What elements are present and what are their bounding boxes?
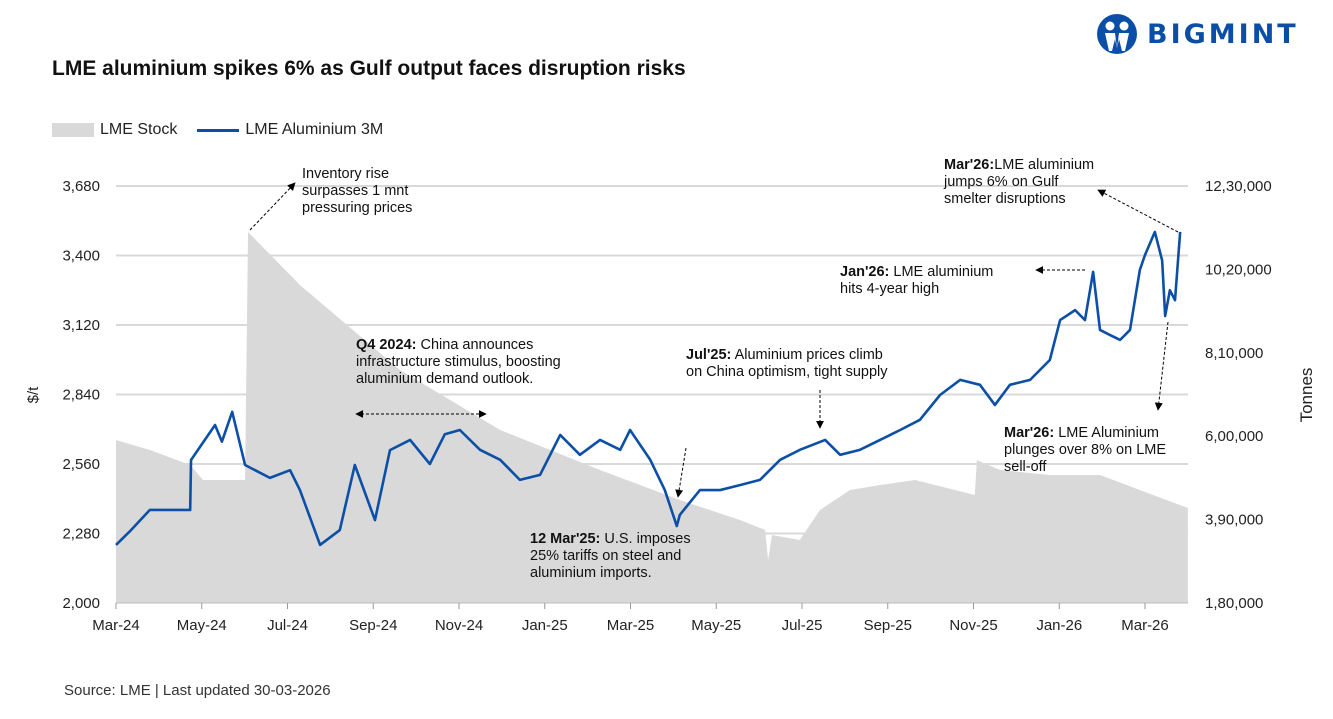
- annotation-line: pressuring prices: [302, 200, 413, 216]
- x-tick-label: Jul-24: [267, 617, 308, 634]
- x-tick-label: Nov-24: [435, 617, 483, 634]
- annotation-bold: Mar'26:: [1004, 425, 1055, 441]
- annotation-line: U.S. imposes: [600, 531, 691, 547]
- source-note: Source: LME | Last updated 30-03-2026: [64, 682, 331, 699]
- x-tick-label: May-24: [177, 617, 227, 634]
- legend-swatch-price: [197, 128, 240, 132]
- arrow-mar26-down: [1154, 321, 1169, 411]
- y-tick-label-left: 2,840: [62, 387, 100, 404]
- stock-area: [116, 231, 1188, 603]
- y-tick-label-left: 2,000: [62, 595, 100, 612]
- annotation-jan26: Jan'26: LME aluminium hits 4-year high: [840, 264, 993, 298]
- annotation-line: Aluminium prices climb: [731, 347, 883, 363]
- x-tick-label: May-25: [691, 617, 741, 634]
- arrow-inventory: [249, 182, 296, 231]
- annotation-line: sell-off: [1004, 459, 1047, 475]
- y-tick-label-right: 12,30,000: [1205, 178, 1272, 195]
- y-tick-label-right: 3,90,000: [1205, 512, 1263, 529]
- y-tick-label-right: 1,80,000: [1205, 595, 1263, 612]
- annotation-line: plunges over 8% on LME: [1004, 442, 1167, 458]
- annotation-inventory: Inventory rise surpasses 1 mnt pressurin…: [302, 166, 412, 217]
- annotation-bold: 12 Mar'25:: [530, 531, 601, 547]
- annotation-mar25: 12 Mar'25: U.S. imposes 25% tariffs on s…: [530, 531, 691, 582]
- x-tick-label: Jan-26: [1036, 617, 1082, 634]
- y-tick-label-left: 3,400: [62, 248, 100, 265]
- annotation-bold: Jan'26:: [840, 264, 890, 280]
- annotation-line: jumps 6% on Gulf: [944, 174, 1059, 190]
- annotation-line: infrastructure stimulus, boosting: [356, 354, 561, 370]
- annotation-line: aluminium imports.: [530, 565, 652, 581]
- annotation-line: China announces: [416, 337, 534, 353]
- annotation-line: Inventory rise: [302, 166, 390, 182]
- annotation-bold: Q4 2024:: [356, 337, 417, 353]
- annotation-line: LME aluminium: [994, 157, 1095, 173]
- legend-label-price: LME Aluminium 3M: [245, 121, 384, 138]
- bigmint-logo: BIGMINT: [1095, 12, 1299, 56]
- chart-title: LME aluminium spikes 6% as Gulf output f…: [52, 57, 686, 80]
- y-tick-label-left: 2,560: [62, 456, 100, 473]
- legend-swatch-stock: [52, 123, 94, 137]
- annotation-line: LME Aluminium: [1054, 425, 1159, 441]
- annotation-mar26-down: Mar'26: LME Aluminium plunges over 8% on…: [1004, 425, 1166, 476]
- annotation-line: LME aluminium: [889, 264, 994, 280]
- annotation-line: on China optimism, tight supply: [686, 364, 888, 380]
- annotation-line: aluminium demand outlook.: [356, 371, 534, 387]
- logo-text: BIGMINT: [1147, 18, 1299, 50]
- annotation-jul25: Jul'25: Aluminium prices climb on China …: [686, 347, 888, 381]
- y-tick-label-left: 3,120: [62, 317, 100, 334]
- annotation-mar26-up: Mar'26:LME aluminium jumps 6% on Gulf sm…: [944, 157, 1094, 208]
- annotation-bold: Jul'25:: [686, 347, 732, 363]
- y-tick-label-left: 2,280: [62, 526, 100, 543]
- x-tick-label: Jan-25: [522, 617, 568, 634]
- y-tick-label-right: 10,20,000: [1205, 261, 1272, 278]
- annotation-line: surpasses 1 mnt: [302, 183, 409, 199]
- legend: LME Stock LME Aluminium 3M: [52, 121, 383, 139]
- x-tick-label: Mar-25: [607, 617, 655, 634]
- arrow-mar25: [675, 447, 687, 498]
- x-tick-label: Mar-24: [92, 617, 140, 634]
- x-tick-label: Nov-25: [949, 617, 997, 634]
- x-tick-label: Mar-26: [1121, 617, 1169, 634]
- y-tick-label-left: 3,680: [62, 178, 100, 195]
- annotation-line: smelter disruptions: [944, 191, 1066, 207]
- x-tick-label: Sep-25: [864, 617, 912, 634]
- legend-label-stock: LME Stock: [100, 121, 178, 138]
- annotation-q4-2024: Q4 2024: China announces infrastructure …: [356, 337, 561, 388]
- arrow-mar26-up: [1097, 189, 1179, 233]
- annotation-bold: Mar'26:: [944, 157, 995, 173]
- y-tick-label-right: 8,10,000: [1205, 345, 1263, 362]
- y-tick-label-right: 6,00,000: [1205, 428, 1263, 445]
- x-tick-label: Sep-24: [349, 617, 397, 634]
- logo-mark-icon: [1097, 14, 1137, 54]
- annotation-line: 25% tariffs on steel and: [530, 548, 682, 564]
- x-tick-label: Jul-25: [782, 617, 823, 634]
- annotation-line: hits 4-year high: [840, 281, 940, 297]
- y-axis-title-left: $/t: [25, 386, 42, 404]
- y-axis-title-right: Tonnes: [1297, 368, 1316, 423]
